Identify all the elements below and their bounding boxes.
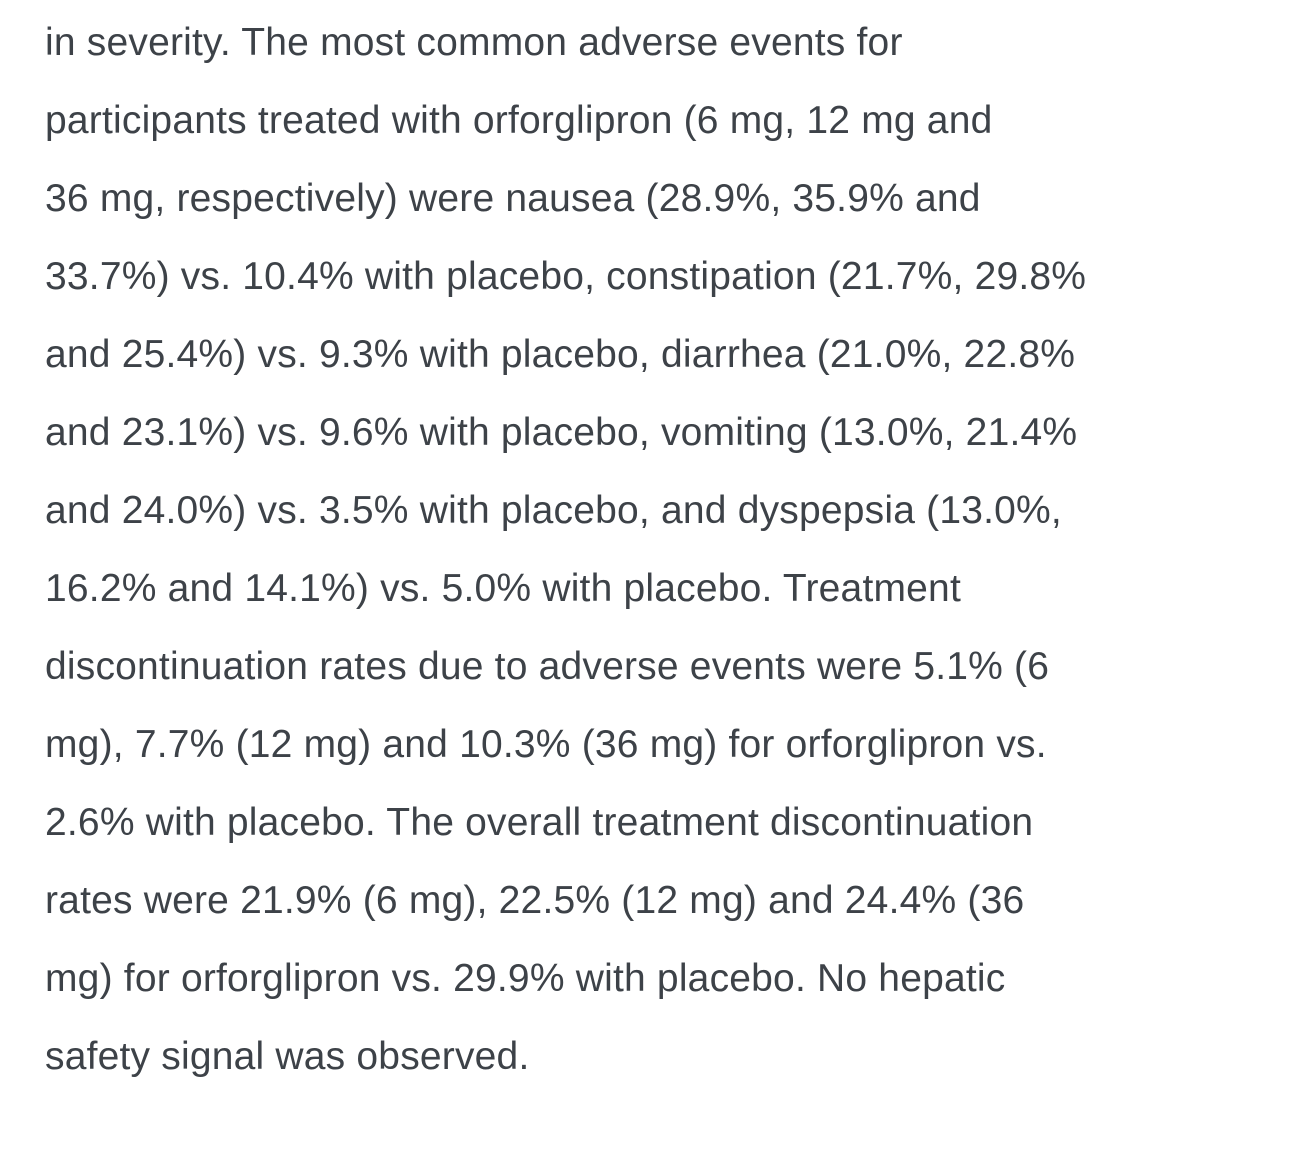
paragraph-line: 2.6% with placebo. The overall treatment… — [45, 801, 1034, 844]
paragraph-line: 36 mg, respectively) were nausea (28.9%,… — [45, 177, 981, 220]
paragraph-line: and 25.4%) vs. 9.3% with placebo, diarrh… — [45, 333, 1076, 376]
paragraph-line: and 24.0%) vs. 3.5% with placebo, and dy… — [45, 489, 1062, 532]
paragraph-line: mg) for orforglipron vs. 29.9% with plac… — [45, 957, 1006, 1000]
paragraph-line: discontinuation rates due to adverse eve… — [45, 645, 1050, 688]
paragraph-line: and 23.1%) vs. 9.6% with placebo, vomiti… — [45, 411, 1078, 454]
paragraph-line: 33.7%) vs. 10.4% with placebo, constipat… — [45, 255, 1087, 298]
paragraph-line: safety signal was observed. — [45, 1035, 530, 1078]
paragraph-line: in severity. The most common adverse eve… — [45, 21, 903, 64]
paragraph-line: 16.2% and 14.1%) vs. 5.0% with placebo. … — [45, 567, 961, 610]
paragraph-line: rates were 21.9% (6 mg), 22.5% (12 mg) a… — [45, 879, 1025, 922]
paragraph-line: mg), 7.7% (12 mg) and 10.3% (36 mg) for … — [45, 723, 1047, 766]
paragraph-line: participants treated with orforglipron (… — [45, 99, 993, 142]
